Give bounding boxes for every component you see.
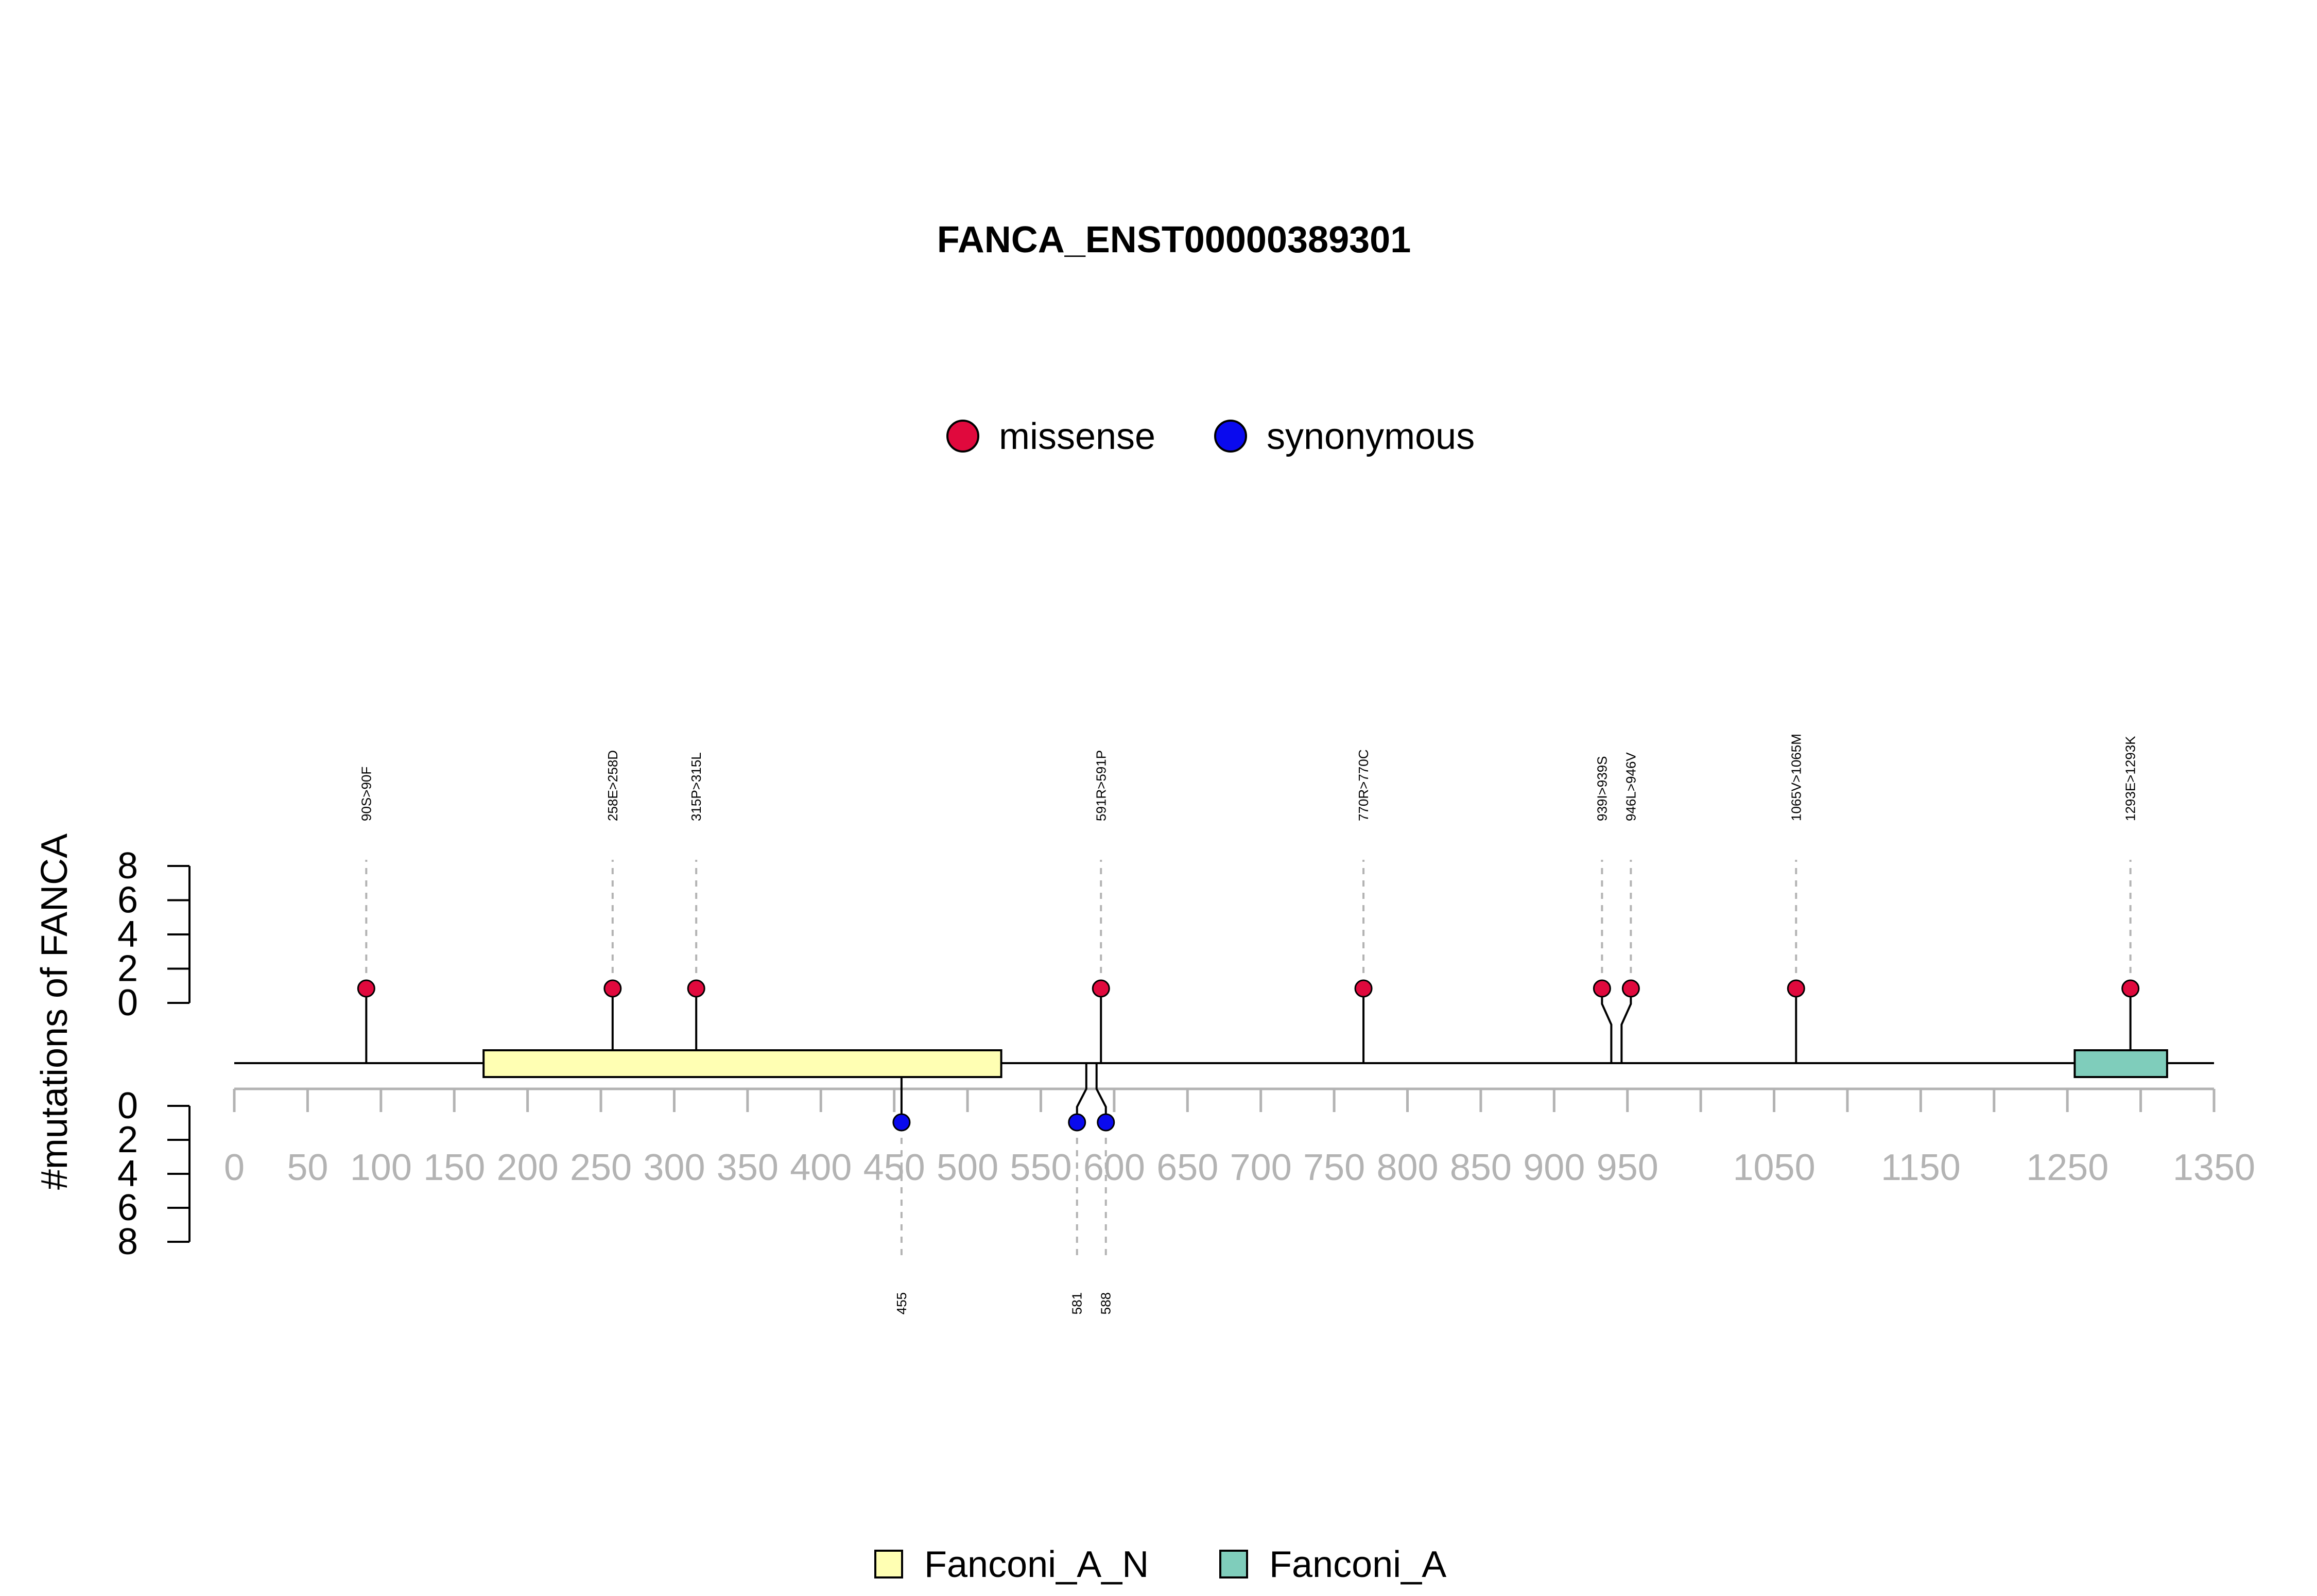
x-tick-label-450: 450 [863,1147,925,1188]
mutation-label-581: 581 [1069,1292,1085,1314]
x-tick-label-1150: 1150 [1881,1147,1961,1188]
mutation-label-588: 588 [1098,1292,1114,1314]
x-tick-label-400: 400 [790,1147,852,1188]
legend-bottom: Fanconi_A_N Fanconi_A [874,1544,1446,1585]
x-tick-label-1350: 1350 [2173,1147,2255,1188]
x-tick-label-0: 0 [224,1147,245,1188]
lollipop-heads [357,979,2140,1132]
legend-missense-label: missense [999,416,1155,457]
point-939i-939s [1593,979,1611,998]
x-tick-label-300: 300 [643,1147,705,1188]
x-tick-label-950: 950 [1597,1147,1658,1188]
legend-fanconi-a-swatch [1219,1550,1248,1578]
x-tick-label-1050: 1050 [1733,1147,1815,1188]
mutation-label-1065v-1065m: 1065V>1065M [1788,734,1804,821]
legend-synonymous-marker [1214,420,1247,453]
legend-synonymous-label: synonymous [1267,416,1475,457]
domain-fanconi-a-n [482,1049,1002,1078]
protein-domains [482,1049,2168,1078]
mutation-labels: 90S>90F 258E>258D 315P>315L 591R>591P 770R>7… [358,734,2138,1314]
x-tick-label-1250: 1250 [2026,1147,2108,1188]
x-tick-label-600: 600 [1083,1147,1145,1188]
y-tick-label-bottom-8: 8 [117,1221,138,1262]
y-tick-label-top-8: 8 [117,845,138,887]
legend-top: missense synonymous [946,416,1475,457]
x-tick-label-750: 750 [1303,1147,1365,1188]
point-90s-90f [357,979,375,998]
y-tick-label-top-6: 6 [117,880,138,921]
x-tick-label-850: 850 [1450,1147,1512,1188]
x-tick-label-100: 100 [350,1147,412,1188]
y-tick-label-top-4: 4 [117,914,138,955]
y-tick-label-bottom-0: 0 [117,1085,138,1126]
point-946l-946v [1621,979,1640,998]
x-tick-label-650: 650 [1156,1147,1218,1188]
chart-title: FANCA_ENST00000389301 [937,219,1411,261]
mutation-label-90s-90f: 90S>90F [358,767,374,821]
x-tick-label-800: 800 [1376,1147,1438,1188]
y-axis-label: #mutations of FANCA [34,834,75,1190]
legend-fanconi-a-n-swatch [874,1550,903,1578]
point-581 [1068,1113,1086,1132]
x-axis: 0 50 100 150 200 250 300 350 400 450 500 550 600 650 7… [224,1087,2255,1188]
legend-fanconi-a-n-label: Fanconi_A_N [924,1544,1149,1585]
x-tick-label-150: 150 [423,1147,485,1188]
point-455 [892,1113,911,1132]
stem-939i-939s [1601,988,1613,1063]
y-tick-label-bottom-2: 2 [117,1119,138,1160]
point-1293e-1293k [2121,979,2140,998]
x-tick-label-250: 250 [570,1147,632,1188]
legend-missense-marker [946,420,979,453]
x-tick-label-50: 50 [287,1147,328,1188]
point-591r-591p [1092,979,1110,998]
stem-946l-946v [1620,988,1632,1063]
point-315p-315l [687,979,705,998]
x-tick-label-700: 700 [1230,1147,1292,1188]
mutation-label-258e-258d: 258E>258D [605,750,620,821]
mutation-label-455: 455 [894,1292,909,1314]
mutation-label-591r-591p: 591R>591P [1093,750,1109,821]
x-tick-label-350: 350 [717,1147,779,1188]
point-258e-258d [603,979,622,998]
mutation-label-939i-939s: 939I>939S [1594,756,1610,821]
legend-fanconi-a-label: Fanconi_A [1269,1544,1446,1585]
x-tick-label-900: 900 [1523,1147,1585,1188]
x-tick-label-500: 500 [937,1147,998,1188]
y-tick-label-top-0: 0 [117,982,138,1023]
point-770r-770c [1354,979,1373,998]
mutation-label-946l-946v: 946L>946V [1623,752,1638,821]
y-tick-label-bottom-6: 6 [117,1187,138,1228]
mutation-label-315p-315l: 315P>315L [688,752,704,821]
y-tick-label-top-2: 2 [117,948,138,990]
domain-fanconi-a [2073,1049,2168,1078]
point-588 [1097,1113,1115,1132]
x-tick-label-200: 200 [497,1147,559,1188]
y-tick-label-bottom-4: 4 [117,1153,138,1194]
point-1065v-1065m [1787,979,1805,998]
x-tick-label-550: 550 [1010,1147,1071,1188]
mutation-label-770r-770c: 770R>770C [1356,750,1371,822]
mutation-label-1293e-1293k: 1293E>1293K [2123,736,2138,821]
